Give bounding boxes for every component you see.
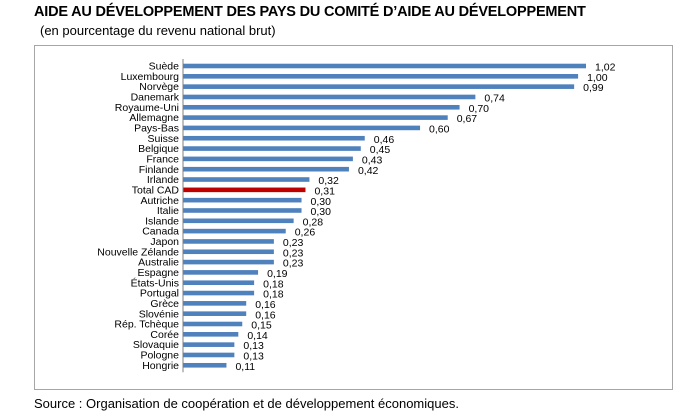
category-label-norvege: Norvège — [139, 81, 179, 93]
category-label-irlande: Irlande — [147, 174, 179, 186]
bar-allemagne — [183, 115, 448, 120]
category-label-finlande: Finlande — [139, 164, 179, 176]
category-label-grece: Grèce — [150, 298, 179, 310]
value-label-hongrie: 0,11 — [235, 361, 255, 373]
value-label-norvege: 0,99 — [583, 82, 604, 94]
value-label-danemark: 0,74 — [484, 93, 505, 105]
category-label-nouvelle-zelande: Nouvelle Zélande — [97, 246, 179, 258]
value-label-pays-bas: 0,60 — [429, 124, 450, 136]
value-label-total-cad: 0,31 — [314, 185, 335, 197]
value-label-france: 0,43 — [362, 154, 383, 166]
bar-norvege — [183, 84, 575, 89]
category-label-australie: Australie — [138, 257, 179, 269]
value-label-autriche: 0,30 — [311, 196, 332, 208]
value-label-grece: 0,16 — [255, 299, 276, 311]
value-label-japon: 0,23 — [283, 237, 304, 249]
bar-pays-bas — [183, 125, 421, 131]
category-label-canada: Canada — [142, 226, 179, 238]
bar-australie — [183, 259, 274, 265]
value-label-islande: 0,28 — [303, 216, 324, 228]
category-label-france: France — [146, 153, 179, 165]
category-label-total-cad: Total CAD — [132, 184, 180, 196]
category-label-portugal: Portugal — [140, 288, 179, 300]
bar-autriche — [183, 197, 302, 203]
value-label-suede: 1,02 — [595, 62, 616, 74]
category-label-islande: Islande — [145, 215, 179, 227]
chart-subtitle: (en pourcentage du revenu national brut) — [40, 23, 276, 38]
bar-slovenie — [183, 311, 247, 316]
bar-royaume-uni — [183, 104, 460, 110]
bar-france — [183, 156, 353, 162]
value-label-coree: 0,14 — [247, 330, 268, 342]
category-label-espagne: Espagne — [138, 267, 180, 279]
bar-chart: SuèdeLuxembourgNorvègeDanemarkRoyaume-Un… — [97, 59, 616, 373]
category-label-coree: Corée — [150, 329, 179, 341]
bar-italie — [183, 208, 302, 213]
category-label-hongrie: Hongrie — [142, 360, 179, 372]
bar-islande — [183, 218, 294, 224]
value-label-suisse: 0,46 — [374, 134, 395, 146]
value-label-finlande: 0,42 — [358, 165, 379, 177]
value-label-canada: 0,26 — [295, 227, 316, 239]
bars — [183, 63, 586, 368]
category-label-slovaquie: Slovaquie — [133, 339, 179, 351]
value-label-slovaquie: 0,13 — [243, 340, 264, 352]
value-label-slovenie: 0,16 — [255, 309, 276, 321]
category-label-royaume-uni: Royaume-Uni — [115, 102, 179, 114]
value-label-allemagne: 0,67 — [457, 113, 478, 125]
value-label-irlande: 0,32 — [318, 175, 339, 187]
category-label-japon: Japon — [150, 236, 179, 248]
bar-danemark — [183, 94, 476, 100]
value-label-nouvelle-zelande: 0,23 — [283, 247, 304, 259]
category-label-allemagne: Allemagne — [129, 112, 179, 124]
bar-pologne — [183, 352, 235, 358]
bar-suede — [183, 63, 586, 69]
value-label-luxembourg: 1,00 — [587, 72, 608, 84]
category-labels: SuèdeLuxembourgNorvègeDanemarkRoyaume-Un… — [97, 61, 179, 372]
value-label-royaume-uni: 0,70 — [469, 103, 490, 115]
bar-finlande — [183, 166, 349, 172]
bar-etats-unis — [183, 280, 255, 286]
bar-portugal — [183, 290, 255, 296]
value-label-pologne: 0,13 — [243, 351, 264, 363]
bar-coree — [183, 332, 239, 337]
value-label-italie: 0,30 — [311, 206, 332, 218]
chart-frame: Suède Luxembourg Norvège Danemark Royaume-Un… — [34, 45, 673, 390]
bar-rep-tcheque — [183, 321, 243, 327]
value-label-belgique: 0,45 — [370, 144, 391, 156]
category-label-suisse: Suisse — [147, 133, 179, 145]
source-note: Source : Organisation de coopération et … — [34, 396, 459, 411]
bar-slovaquie — [183, 342, 235, 347]
category-label-rep-tcheque: Rép. Tchèque — [114, 319, 179, 331]
bar-suisse — [183, 135, 365, 141]
bar-japon — [183, 239, 274, 244]
category-label-danemark: Danemark — [131, 92, 180, 104]
category-label-belgique: Belgique — [138, 143, 179, 155]
value-label-australie: 0,23 — [283, 258, 304, 270]
bar-grece — [183, 301, 247, 306]
category-label-luxembourg: Luxembourg — [121, 71, 180, 83]
bar-canada — [183, 228, 286, 234]
value-labels: 1,021,000,99 0,740,700,67 0,60 0,460,450,43… — [235, 62, 615, 373]
bar-luxembourg — [183, 74, 579, 79]
category-label-slovenie: Slovénie — [139, 308, 179, 320]
bar-nouvelle-zelande — [183, 249, 274, 255]
bar-total-cad — [183, 187, 306, 193]
chart-title: AIDE AU DÉVELOPPEMENT DES PAYS DU COMITÉ… — [34, 4, 586, 20]
bar-irlande — [183, 177, 310, 182]
category-label-suede: Suède — [149, 61, 180, 73]
bar-hongrie — [183, 362, 227, 368]
category-label-etats-unis: États-Unis — [131, 276, 179, 289]
bar-belgique — [183, 146, 361, 151]
value-label-portugal: 0,18 — [263, 289, 284, 301]
value-label-rep-tcheque: 0,15 — [251, 320, 272, 332]
bar-espagne — [183, 270, 259, 275]
category-label-autriche: Autriche — [140, 195, 179, 207]
category-label-italie: Italie — [157, 205, 179, 217]
category-label-pays-bas: Pays-Bas — [134, 123, 179, 135]
value-label-espagne: 0,19 — [267, 268, 288, 280]
value-label-etats-unis: 0,18 — [263, 278, 284, 290]
category-label-pologne: Pologne — [140, 350, 179, 362]
